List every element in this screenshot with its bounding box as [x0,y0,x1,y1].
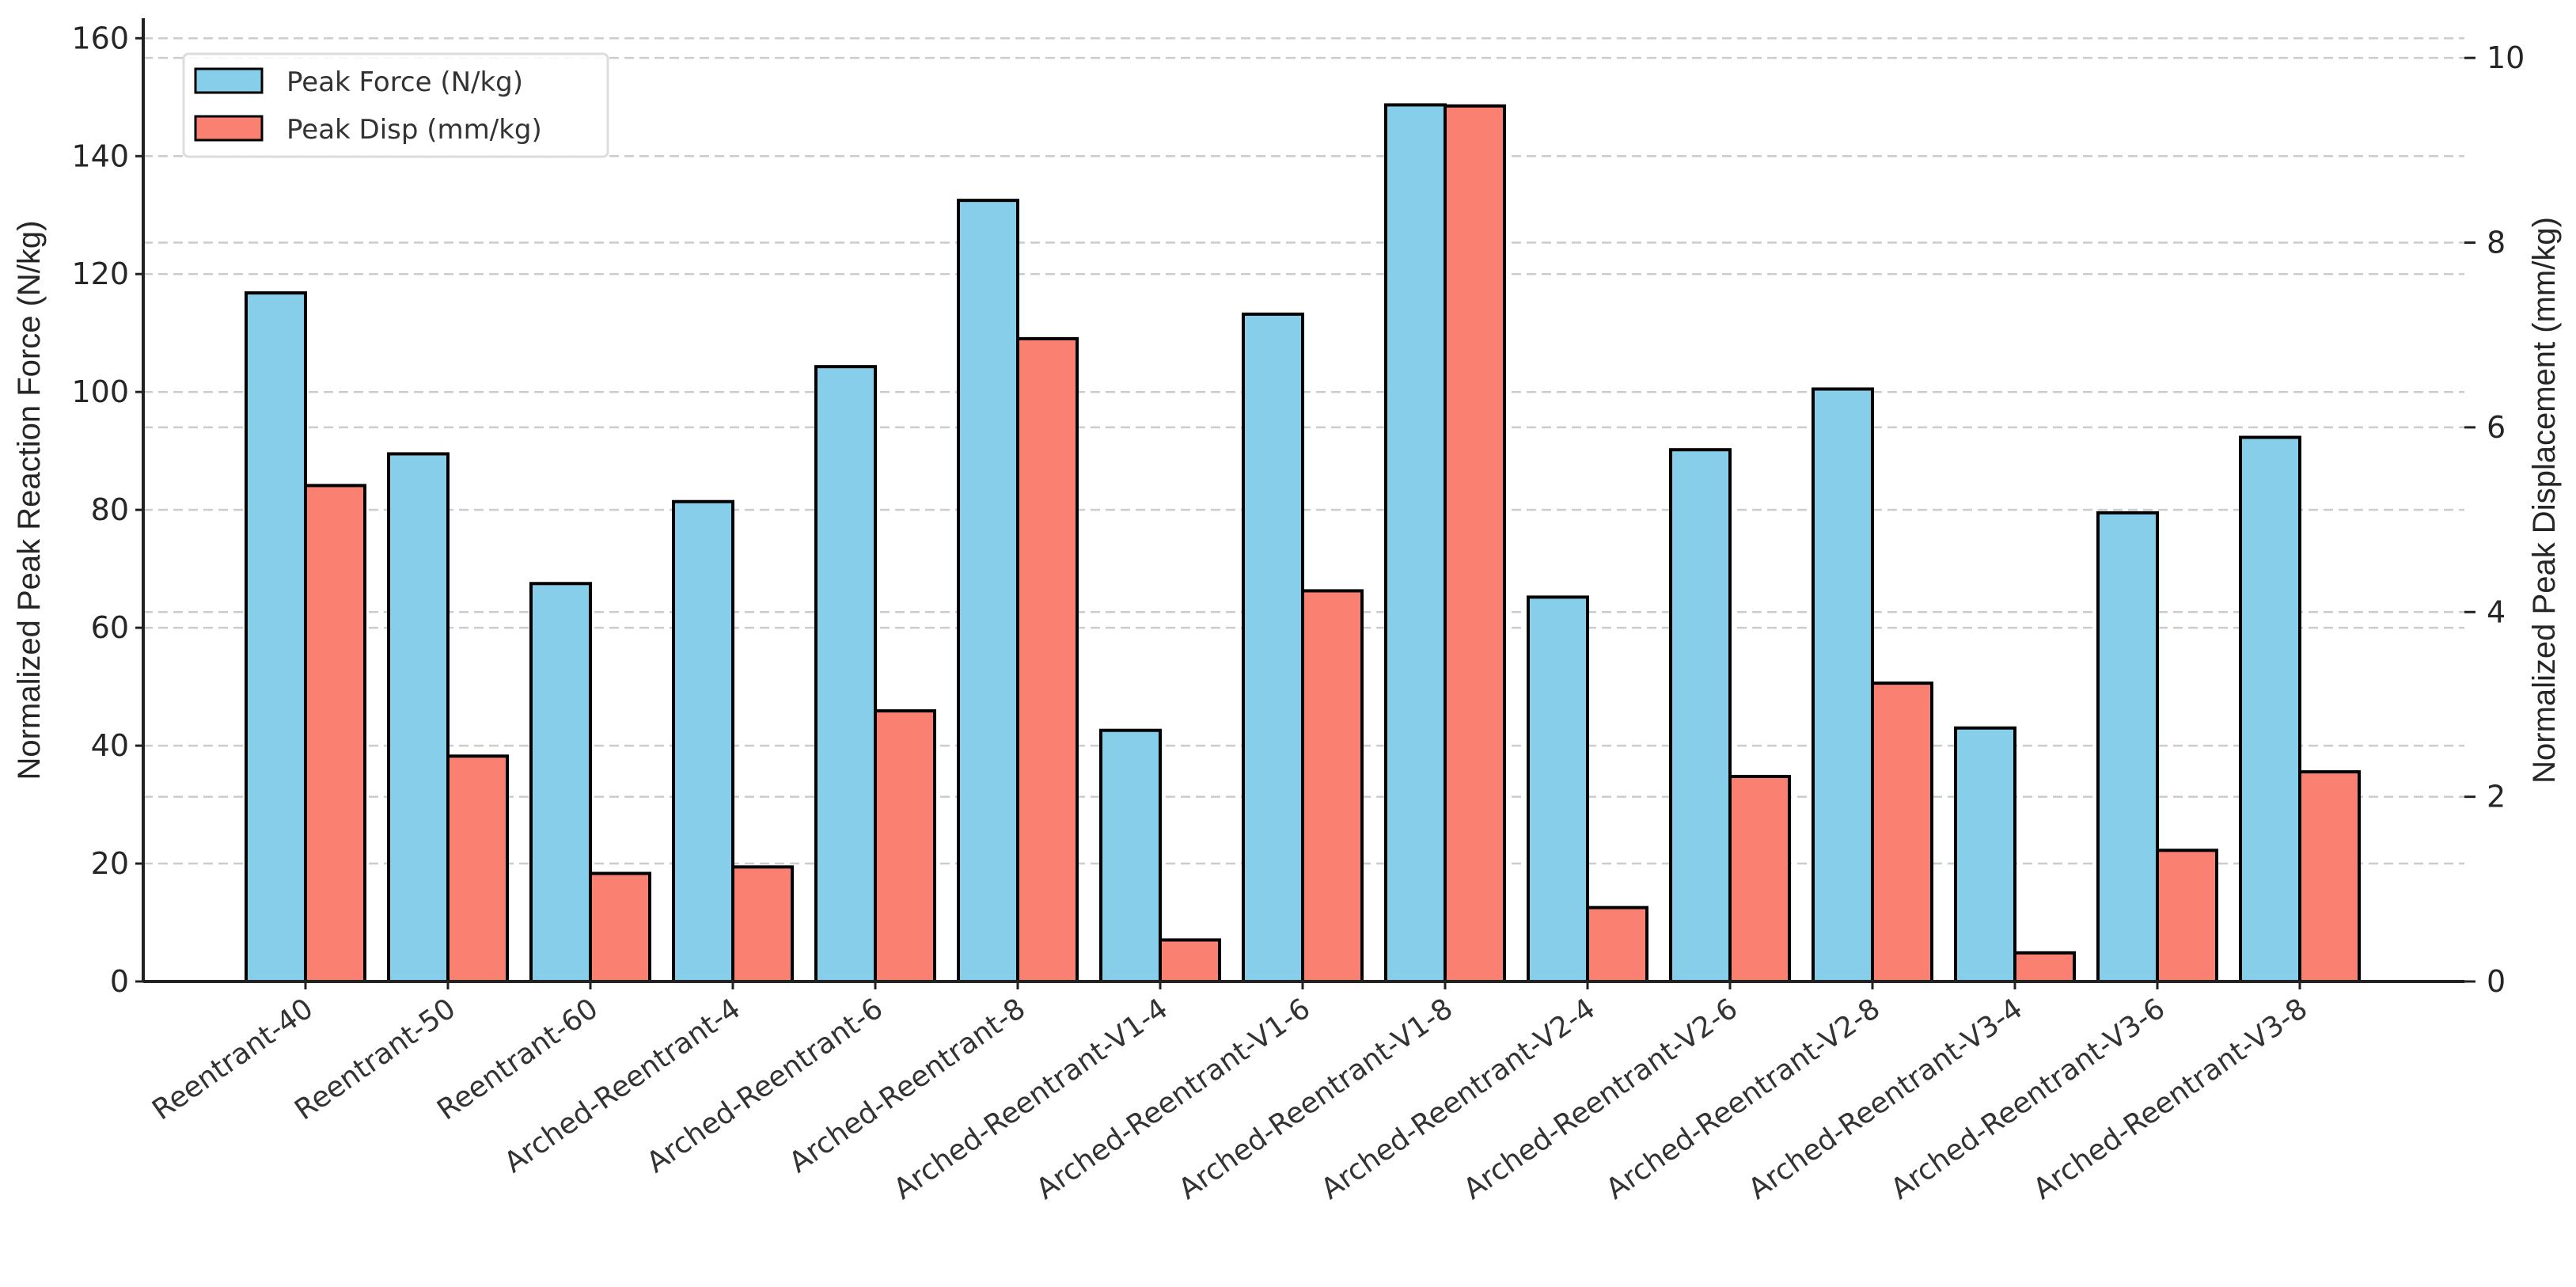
y2-axis-ticks: 0 2 4 6 8 10 [2464,40,2525,999]
x-tick-label: Arched-Reentrant-8 [783,993,1031,1179]
bar-force-3 [672,499,734,983]
bar-force-10 [1669,448,1732,983]
x-tick-label: Arched-Reentrant-6 [641,993,889,1179]
bar-force-1 [387,452,450,983]
y2-tick-label: 0 [2487,964,2506,999]
bar-force-11 [1812,387,1874,983]
bar-force-0 [245,291,307,984]
legend-swatch-force [194,67,264,94]
x-tick-label: Arched-Reentrant-4 [499,993,746,1179]
y-axis-ticks: 0 20 40 60 80 100 120 140 160 [71,21,143,999]
bar-disp-4 [874,709,936,984]
bar-disp-5 [1016,336,1079,983]
legend-label-force: Peak Force (N/kg) [286,66,523,98]
x-tick-label: Arched-Reentrant-V1-8 [1173,993,1459,1206]
bar-disp-3 [731,865,794,983]
y-tick-label: 140 [71,139,129,173]
x-tick-label: Arched-Reentrant-V2-8 [1600,993,1886,1206]
bar-force-12 [1954,726,2016,983]
y-axis-label: Normalized Peak Reaction Force (N/kg) [12,221,47,780]
y2-tick-label: 8 [2487,226,2506,260]
bar-disp-11 [1871,681,1933,983]
bar-disp-8 [1444,104,1506,983]
y-tick-label: 0 [110,964,129,999]
y-tick-label: 60 [91,610,129,645]
y-tick-label: 160 [71,21,129,55]
bar-disp-10 [1728,774,1791,983]
y-tick-label: 100 [71,374,129,409]
y-tick-label: 80 [91,492,129,527]
x-tick-label: Arched-Reentrant-V3-8 [2028,993,2313,1206]
bar-force-4 [814,365,877,983]
bar-force-7 [1242,312,1304,983]
bar-force-8 [1384,103,1447,983]
legend-swatch-disp [194,115,264,142]
bar-force-13 [2096,511,2159,983]
y-tick-label: 40 [91,728,129,763]
bar-disp-1 [446,754,509,984]
bar-force-14 [2239,435,2301,983]
x-tick-label: Arched-Reentrant-V3-6 [1885,993,2171,1206]
x-axis-ticks: Reentrant-40Reentrant-50Reentrant-60Arch… [146,981,2313,1206]
bar-force-2 [529,582,592,983]
y-tick-label: 20 [91,846,129,881]
x-tick-label: Arched-Reentrant-V1-6 [1030,993,1316,1206]
bar-disp-14 [2298,770,2361,983]
bars [245,103,2361,984]
x-tick-label: Arched-Reentrant-V3-4 [1743,993,2028,1206]
bar-force-9 [1527,595,1589,983]
bar-force-5 [957,199,1019,984]
legend-frame [182,52,609,158]
legend-label-disp: Peak Disp (mm/kg) [286,114,542,146]
y-tick-label: 120 [71,256,129,291]
y2-tick-label: 6 [2487,410,2506,445]
bar-force-6 [1099,728,1162,984]
bar-disp-0 [304,484,366,983]
y2-tick-label: 4 [2487,594,2506,629]
x-tick-label: Arched-Reentrant-V2-4 [1315,993,1601,1206]
bar-disp-12 [2013,951,2076,983]
bar-disp-9 [1586,905,1648,984]
legend: Peak Force (N/kg) Peak Disp (mm/kg) [182,52,609,158]
bar-disp-13 [2156,849,2218,984]
x-tick-label: Arched-Reentrant-V1-4 [888,993,1174,1206]
y2-tick-label: 2 [2487,780,2506,814]
bar-disp-6 [1159,938,1221,983]
y2-tick-label: 10 [2487,40,2525,75]
x-tick-label: Arched-Reentrant-V2-6 [1458,993,1743,1206]
y2-axis-label: Normalized Peak Displacement (mm/kg) [2527,217,2562,784]
bar-disp-7 [1301,589,1364,984]
bar-disp-2 [589,871,651,984]
